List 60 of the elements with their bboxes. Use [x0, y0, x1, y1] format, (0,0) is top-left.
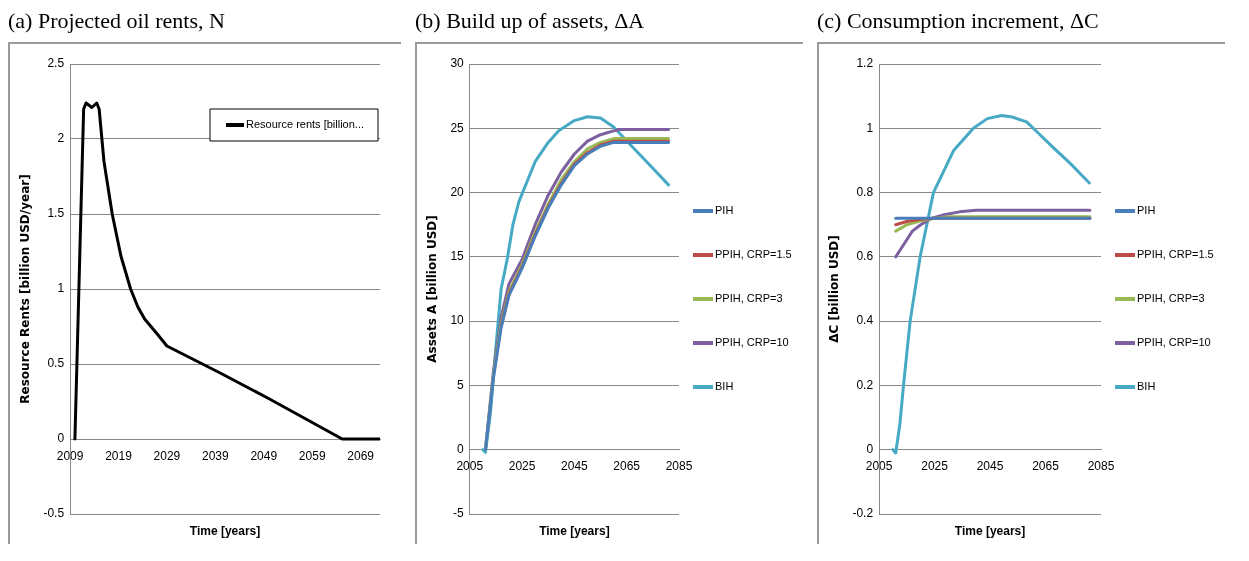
legend-label: PPIH, CRP=1.5: [1137, 248, 1214, 261]
y-tick-label: 25: [450, 120, 465, 135]
y-tick-label: 10: [450, 313, 465, 328]
legend-label: BIH: [1137, 380, 1156, 393]
legend-label: Resource rents [billion...: [246, 118, 364, 131]
legend-label: PPIH, CRP=3: [1137, 292, 1205, 305]
y-tick-label: 1.5: [47, 206, 65, 221]
y-tick-label: 2: [57, 131, 65, 146]
x-tick-label: 2019: [105, 448, 133, 463]
y-tick-label: 0.5: [47, 356, 65, 371]
x-tick-label: 2085: [665, 459, 693, 474]
y-tick-label: 30: [450, 56, 465, 71]
x-tick-label: 2085: [1087, 459, 1115, 474]
chart-title: (b) Build up of assets, ΔA: [415, 8, 646, 35]
y-axis-title: Resource Rents [billion USD/year]: [18, 174, 33, 404]
y-tick-label: 15: [450, 249, 465, 264]
x-tick-label: 2045: [976, 459, 1004, 474]
y-tick-label: 1.2: [856, 56, 874, 71]
chart-title: (c) Consumption increment, ΔC: [817, 8, 1100, 35]
y-tick-label: -0.2: [852, 506, 874, 521]
x-tick-label: 2005: [865, 459, 893, 474]
legend-label: PPIH, CRP=10: [1137, 336, 1211, 349]
x-axis-title: Time [years]: [539, 524, 610, 539]
y-tick-label: 1: [866, 120, 874, 135]
y-tick-label: 0: [57, 431, 65, 446]
legend-label: PPIH, CRP=1.5: [715, 248, 792, 261]
y-tick-label: -0.5: [43, 506, 65, 521]
y-tick-label: 20: [450, 184, 465, 199]
x-tick-label: 2049: [250, 448, 278, 463]
legend-label: PIH: [1137, 204, 1156, 217]
y-tick-label: 1: [57, 281, 65, 296]
x-tick-label: 2065: [613, 459, 641, 474]
x-tick-label: 2009: [56, 448, 84, 463]
x-tick-label: 2065: [1032, 459, 1060, 474]
x-tick-label: 2045: [561, 459, 589, 474]
x-tick-label: 2025: [921, 459, 949, 474]
chart-title: (a) Projected oil rents, N: [8, 8, 226, 35]
x-tick-label: 2029: [153, 448, 181, 463]
y-tick-label: 0.8: [856, 184, 874, 199]
y-tick-label: 5: [457, 377, 465, 392]
legend-label: PIH: [715, 204, 734, 217]
y-axis-title: Assets A [billion USD]: [425, 215, 440, 363]
y-tick-label: 2.5: [47, 56, 65, 71]
x-tick-label: 2039: [202, 448, 230, 463]
y-axis-title: ΔC [billion USD]: [827, 235, 842, 343]
y-tick-label: 0.6: [856, 249, 874, 264]
y-tick-label: 0: [866, 442, 874, 457]
legend-label: PPIH, CRP=10: [715, 336, 789, 349]
legend-label: PPIH, CRP=3: [715, 292, 783, 305]
x-axis-title: Time [years]: [189, 524, 261, 539]
x-tick-label: 2005: [456, 459, 484, 474]
y-tick-label: 0: [457, 442, 465, 457]
x-tick-label: 2069: [347, 448, 375, 463]
x-axis-title: Time [years]: [954, 524, 1026, 539]
legend-label: BIH: [715, 380, 734, 393]
x-tick-label: 2059: [298, 448, 326, 463]
y-tick-label: 0.2: [856, 377, 874, 392]
y-tick-label: 0.4: [856, 313, 874, 328]
y-tick-label: -5: [453, 506, 465, 521]
x-tick-label: 2025: [508, 459, 536, 474]
